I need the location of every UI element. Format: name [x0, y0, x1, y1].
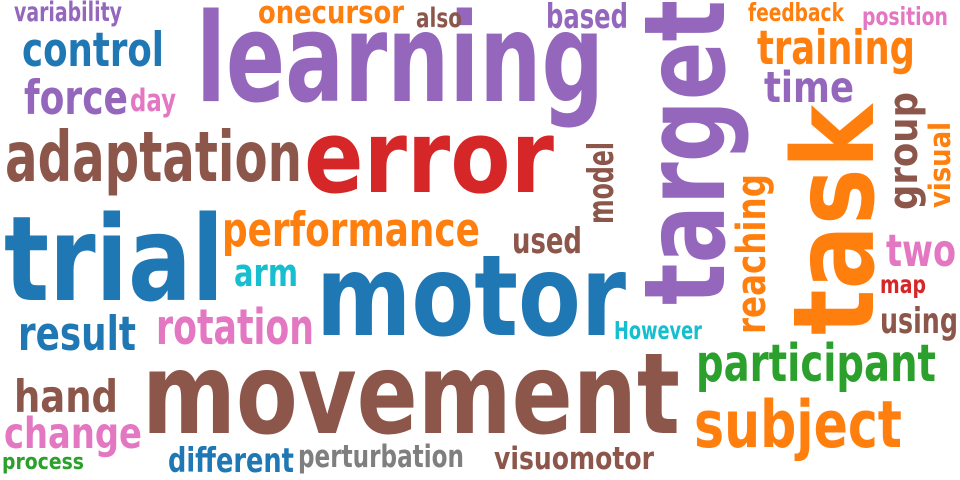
word-used: used: [512, 220, 582, 262]
word-onecursor: onecursor: [258, 0, 405, 32]
word-position: position: [862, 1, 948, 31]
word-task: task: [770, 105, 900, 336]
word-learning: learning: [196, 0, 604, 131]
word-change: change: [4, 409, 142, 460]
word-time: time: [764, 63, 854, 114]
word-visuomotor: visuomotor: [494, 441, 654, 478]
word-perturbation: perturbation: [298, 439, 464, 476]
word-result: result: [18, 307, 136, 363]
word-arm: arm: [234, 250, 298, 295]
word-based: based: [546, 0, 628, 36]
word-adaptation: adaptation: [5, 117, 302, 198]
word-using: using: [880, 300, 958, 342]
word-two: two: [886, 224, 956, 278]
word-variability: variability: [14, 0, 122, 29]
word-participant: participant: [696, 333, 936, 394]
word-however: However: [614, 315, 702, 345]
word-motor: motor: [316, 232, 626, 363]
word-visual: visual: [923, 122, 957, 209]
word-day: day: [130, 83, 177, 120]
word-training: training: [757, 21, 915, 77]
word-target: target: [621, 0, 751, 306]
word-subject: subject: [694, 388, 902, 464]
word-different: different: [168, 440, 294, 480]
word-group: group: [880, 91, 927, 210]
word-force: force: [24, 71, 128, 127]
word-also: also: [416, 3, 462, 35]
word-reaching: reaching: [728, 173, 775, 334]
word-error: error: [304, 97, 554, 216]
word-map: map: [880, 269, 926, 299]
word-performance: performance: [222, 203, 480, 259]
word-hand: hand: [14, 370, 119, 424]
word-process: process: [2, 448, 84, 475]
word-model: model: [581, 141, 622, 224]
word-movement: movement: [142, 330, 680, 461]
word-trial: trial: [4, 190, 224, 328]
word-control: control: [22, 23, 164, 79]
word-feedback: feedback: [748, 0, 844, 27]
word-rotation: rotation: [156, 298, 314, 357]
